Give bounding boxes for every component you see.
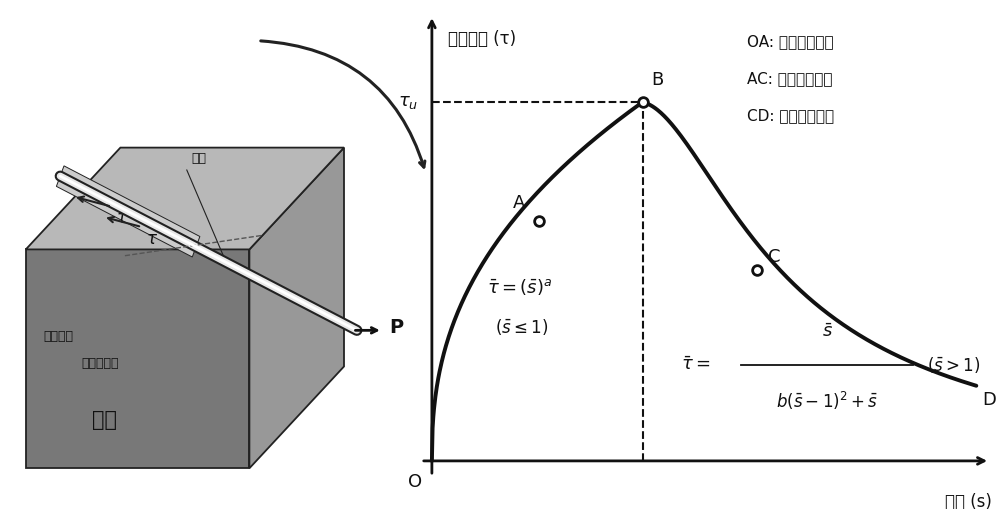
Text: 粘结应力 (τ): 粘结应力 (τ) [448,31,516,48]
Text: CD: 完全脱粘阶段: CD: 完全脱粘阶段 [747,108,834,123]
Polygon shape [56,166,200,257]
Text: 粘结区域: 粘结区域 [43,330,73,344]
Text: τ: τ [146,230,156,247]
Text: τ: τ [116,209,126,227]
Text: $(\bar{s} > 1)$: $(\bar{s} > 1)$ [927,355,980,375]
Text: $(\bar{s} \leq 1)$: $(\bar{s} \leq 1)$ [495,317,548,337]
Text: $b(\bar{s}-1)^{2}+\bar{s}$: $b(\bar{s}-1)^{2}+\bar{s}$ [776,389,878,411]
Polygon shape [249,148,344,468]
Text: P: P [389,318,403,337]
Text: 基体: 基体 [92,410,117,430]
Text: $\bar{\tau} =$: $\bar{\tau} =$ [681,356,710,374]
Text: 钢筋: 钢筋 [191,152,206,165]
Text: 滑移 (s): 滑移 (s) [945,493,992,509]
Text: $\tau_u$: $\tau_u$ [398,93,418,111]
Polygon shape [26,148,344,249]
Text: B: B [651,71,663,89]
Text: O: O [408,473,423,491]
Polygon shape [26,249,249,468]
Text: 未粘结区域: 未粘结区域 [82,357,119,370]
Text: D: D [982,391,996,409]
Text: A: A [513,193,525,212]
Text: $\bar{s}$: $\bar{s}$ [822,324,833,342]
Text: C: C [768,248,781,266]
Text: OA: 完全粘结阶段: OA: 完全粘结阶段 [747,34,833,49]
Text: AC: 部分脱粘阶段: AC: 部分脱粘阶段 [747,71,832,86]
Text: $\bar{\tau} = (\bar{s})^{a}$: $\bar{\tau} = (\bar{s})^{a}$ [487,277,552,297]
